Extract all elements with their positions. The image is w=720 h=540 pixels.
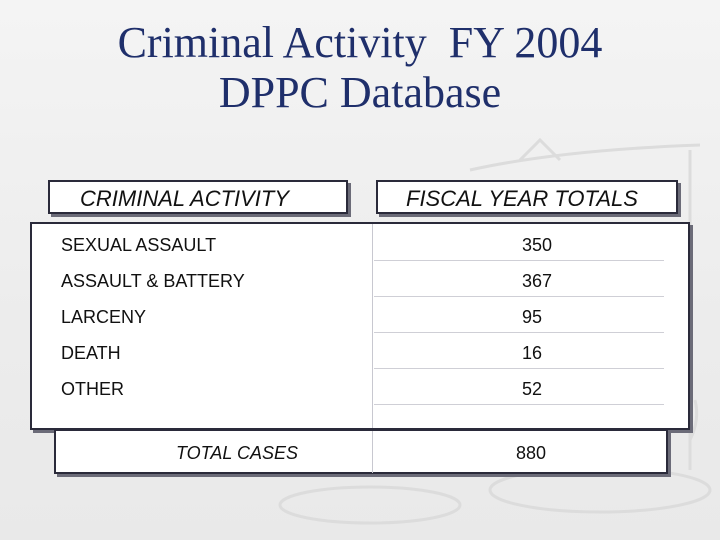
header-criminal-activity: CRIMINAL ACTIVITY [48,180,348,214]
row-total: 52 [522,379,543,399]
total-cases-row: TOTAL CASES 880 [54,430,668,474]
row-total: 350 [522,235,553,255]
row-divider [374,404,664,405]
row-total: 16 [522,343,543,363]
activity-table: SEXUAL ASSAULT 350 ASSAULT & BATTERY 367… [30,222,690,430]
row-category: ASSAULT & BATTERY [61,271,245,291]
row-category: SEXUAL ASSAULT [61,235,217,255]
row-divider [374,368,664,369]
row-category: OTHER [61,379,124,399]
table-row: DEATH 16 [32,336,688,372]
header-fiscal-year-totals: FISCAL YEAR TOTALS [376,180,678,214]
row-total: 95 [522,307,543,327]
table-row: SEXUAL ASSAULT 350 [32,228,688,264]
total-cases-value: 880 [516,443,547,463]
table-row: OTHER 52 [32,372,688,408]
row-category: LARCENY [61,307,147,327]
title-line-1: Criminal Activity FY 2004 [117,18,603,67]
row-divider [374,332,664,333]
row-total: 367 [522,271,553,291]
column-divider [372,431,373,473]
table-row: ASSAULT & BATTERY 367 [32,264,688,300]
title-line-2: DPPC Database [218,68,502,117]
row-divider [374,296,664,297]
table-row: LARCENY 95 [32,300,688,336]
total-cases-label: TOTAL CASES [176,443,299,463]
row-category: DEATH [61,343,121,363]
slide-title: Criminal Activity FY 2004 DPPC Database [0,18,720,118]
column-divider [372,224,373,428]
row-divider [374,260,664,261]
